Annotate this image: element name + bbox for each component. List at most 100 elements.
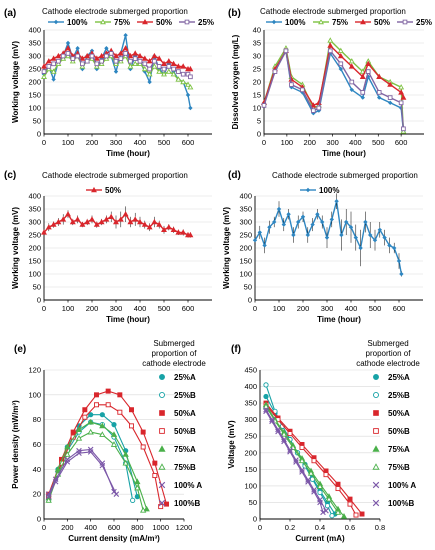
x-tick-label: 200 [86,138,99,147]
y-tick-label: 50 [33,117,41,126]
legend-marker [184,19,190,25]
data-point [323,472,329,478]
y-tick-label: 150 [28,257,41,266]
legend-label: 50%A [388,409,410,418]
legend-label: 50%B [174,427,196,436]
data-point [146,71,153,77]
data-point [293,459,299,465]
y-axis-title: Working voltage (mV) [222,207,231,289]
data-point [94,392,99,398]
data-point [113,69,119,74]
data-point [324,503,331,509]
legend-label: 75%A [388,445,410,454]
y-tick-label: 350 [28,205,41,214]
data-point [46,64,52,69]
data-point [117,58,124,64]
legend-label: 75% [332,18,348,27]
data-point [113,491,120,497]
legend-label: 100% [285,18,305,27]
legend-label: 100% A [388,481,416,490]
data-point [117,216,124,222]
data-point [117,409,123,415]
data-point [281,222,286,227]
x-axis-title: Time (hour) [317,315,361,324]
x-tick-label: 0 [42,138,46,147]
y-tick-label: 100 [239,270,252,279]
data-point [41,69,47,74]
data-point [164,501,169,507]
x-tick-label: 0 [253,304,257,313]
x-tick-label: 400 [84,523,97,532]
data-point [161,71,167,77]
data-point [82,407,88,413]
data-point [327,42,334,48]
data-point [41,63,47,69]
series-100B [45,449,120,500]
data-point [360,90,366,95]
y-tick-label: 40 [253,26,261,35]
data-point [175,76,182,82]
x-tick-label: 100 [62,138,75,147]
x-tick-label: 500 [372,138,385,147]
y-tick-label: 100 [244,481,257,490]
y-tick-label: 350 [28,39,41,48]
data-point [127,218,134,225]
data-point [146,224,153,230]
data-point [161,66,167,72]
data-point [79,55,86,61]
data-point [359,68,366,74]
legend-label: 100%B [388,499,414,508]
legend-marker [360,18,366,25]
data-point [299,444,305,450]
legend-marker [372,463,380,470]
data-point [165,58,172,64]
data-point [353,235,358,240]
series-75A [45,418,150,512]
data-point [398,84,405,90]
x-tick-label: 600 [393,304,406,313]
data-point [272,219,277,225]
legend-label: 50%B [388,427,410,436]
data-point [65,51,71,56]
data-point [64,443,71,450]
legend-title-a: Cathode electrode submerged proportion [42,7,188,16]
data-point [113,218,119,225]
legend-marker [159,374,165,380]
data-point [311,458,317,464]
data-point [65,211,71,217]
data-point [323,507,329,514]
data-point [261,103,267,108]
data-point [348,58,355,64]
data-point [187,65,194,72]
data-point [141,221,148,227]
panel-label-e: (e) [14,344,26,355]
legend-title-c: Cathode electrode submerged proportion [42,171,188,180]
y-tick-label: 250 [244,432,257,441]
data-point [103,55,110,61]
y-tick-label: 200 [28,78,41,87]
data-point [45,497,52,503]
data-point [400,128,407,134]
legend-marker [159,392,165,398]
data-point [134,478,141,485]
x-tick-label: 600 [182,138,195,147]
y-tick-label: 250 [239,231,252,240]
data-point [99,412,105,418]
data-point [56,58,61,64]
data-point [307,469,315,476]
x-tick-label: 100 [281,138,294,147]
data-point [88,412,94,418]
x-tick-label: 600 [182,304,195,313]
data-point [132,216,139,222]
x-tick-label: 200 [61,523,74,532]
legend-label: 100% [67,18,87,27]
data-point [262,243,267,248]
y-tick-label: 10 [253,104,261,113]
legend-label: 25%A [174,373,196,382]
data-point [329,513,335,519]
data-point [372,238,378,243]
series-75 [41,52,194,90]
x-tick-label: 0 [42,304,46,313]
y-tick-label: 300 [28,52,41,61]
data-point [300,87,305,93]
